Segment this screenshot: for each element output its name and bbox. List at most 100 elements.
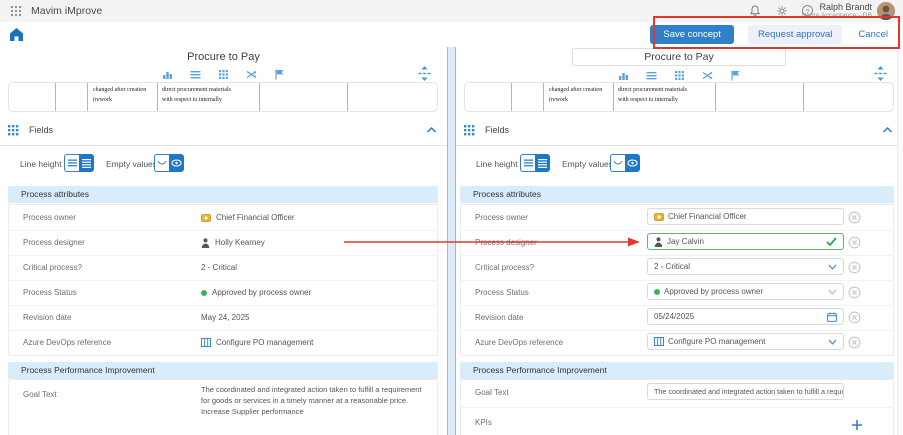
clear-field-icon[interactable] (848, 211, 861, 224)
field-value: Approved by process owner (212, 288, 312, 297)
cancel-button[interactable]: Cancel (858, 29, 888, 40)
azure-devops-select[interactable]: Configure PO management (647, 333, 844, 350)
description-lines-icon[interactable] (189, 68, 202, 81)
diagram-text-cell: changed after creation (rework (549, 87, 603, 103)
request-approval-button[interactable]: Request approval (747, 25, 843, 44)
chevron-down-icon[interactable] (828, 339, 837, 345)
status-green-dot (201, 289, 207, 296)
chart-icon[interactable] (161, 68, 174, 81)
save-concept-button[interactable]: Save concept (650, 25, 734, 44)
line-height-expanded-option[interactable] (535, 154, 550, 172)
process-owner-input[interactable]: Chief Financial Officer (647, 208, 844, 225)
grid-view-icon[interactable] (217, 68, 230, 81)
diagram-toolbar (0, 68, 447, 81)
chart-icon[interactable] (617, 69, 630, 82)
diagram-toolbar (456, 69, 903, 82)
process-designer-input[interactable]: Jay Calvin (647, 233, 844, 250)
revision-date-input[interactable]: 05/24/2025 (647, 308, 844, 325)
add-kpi-icon[interactable] (851, 419, 863, 431)
field-row-revision-date: Revision date 05/24/2025 (461, 305, 893, 331)
app-title: Mavim iMprove (31, 5, 103, 17)
collapse-chevron-icon[interactable] (426, 126, 437, 134)
role-badge-icon (654, 212, 664, 221)
divider-line (456, 145, 903, 146)
attributes-table: Process owner Chief Financial Officer Pr… (8, 204, 438, 356)
resize-drag-handle-icon[interactable] (874, 66, 887, 81)
goal-text-input[interactable]: The coordinated and integrated action ta… (647, 383, 844, 400)
clear-field-icon[interactable] (848, 261, 861, 274)
field-row-process-status: Process Status Approved by process owner (461, 280, 893, 306)
vertical-scrollbar[interactable] (897, 47, 903, 435)
clear-field-icon[interactable] (848, 336, 861, 349)
home-icon[interactable] (9, 27, 24, 42)
process-diagram-preview[interactable]: changed after creation (rework direct pr… (464, 82, 894, 112)
fields-section-header: Fields (8, 123, 439, 139)
line-height-expanded-option[interactable] (79, 154, 94, 172)
empty-values-visible-eye-icon[interactable] (625, 154, 640, 172)
field-row-goal-text: Goal Text The coordinated and integrated… (9, 380, 437, 435)
line-height-toggle[interactable] (64, 154, 94, 172)
calendar-icon[interactable] (827, 311, 837, 322)
process-title-input[interactable]: Procure to Pay (572, 48, 786, 66)
field-row-critical-process: Critical process? 2 - Critical (9, 255, 437, 281)
line-height-compact-option[interactable] (64, 154, 79, 172)
process-status-select[interactable]: Approved by process owner (647, 283, 844, 300)
fields-section-header: Fields (464, 123, 895, 139)
field-value: Holly Kearney (215, 238, 265, 247)
section-header-process-performance: Process Performance Improvement (460, 362, 894, 379)
empty-values-hidden-option[interactable] (610, 154, 625, 172)
chevron-down-icon[interactable] (828, 289, 837, 295)
relations-shuffle-icon[interactable] (701, 69, 714, 82)
app-launcher-grid-icon[interactable] (10, 5, 22, 17)
compare-panel-editable: Procure to Pay (456, 47, 903, 435)
field-row-azure-devops: Azure DevOps reference Configure PO mana… (23, 338, 314, 347)
empty-values-toggle[interactable] (154, 154, 184, 172)
board-icon (201, 338, 211, 347)
description-lines-icon[interactable] (645, 69, 658, 82)
relations-shuffle-icon[interactable] (245, 68, 258, 81)
user-name: Ralph Brandt (819, 2, 872, 12)
section-header-process-attributes: Process attributes (8, 186, 438, 203)
line-height-compact-option[interactable] (520, 154, 535, 172)
clear-field-icon[interactable] (848, 236, 861, 249)
flag-icon[interactable] (273, 68, 286, 81)
empty-values-hidden-option[interactable] (154, 154, 169, 172)
section-header-process-attributes: Process attributes (460, 186, 894, 203)
line-height-toggle[interactable] (520, 154, 550, 172)
user-avatar[interactable] (877, 2, 895, 20)
collapse-chevron-icon[interactable] (882, 126, 893, 134)
field-row-critical-process: Critical process? 2 - Critical (461, 255, 893, 281)
flag-icon[interactable] (729, 69, 742, 82)
line-height-label: Line height (20, 159, 62, 169)
person-icon (201, 237, 210, 248)
empty-values-visible-eye-icon[interactable] (169, 154, 184, 172)
clear-field-icon[interactable] (848, 286, 861, 299)
field-row-azure-devops: Azure DevOps reference Configure PO mana… (461, 330, 893, 355)
process-diagram-preview[interactable]: changed after creation (rework direct pr… (8, 82, 438, 112)
field-row-revision-date: Revision date May 24, 2025 (9, 305, 437, 331)
clear-field-icon[interactable] (848, 311, 861, 324)
process-title: Procure to Pay (187, 51, 260, 63)
empty-values-toggle[interactable] (610, 154, 640, 172)
field-value: 2 - Critical (201, 263, 238, 272)
grid-view-icon[interactable] (673, 69, 686, 82)
field-row-process-designer: Process designer Holly Kearney (9, 230, 437, 256)
person-icon (654, 236, 663, 247)
performance-table: Goal Text The coordinated and integrated… (8, 379, 438, 435)
goal-text-value: The coordinated and integrated action ta… (201, 385, 422, 416)
chevron-down-icon[interactable] (828, 264, 837, 270)
settings-gear-icon[interactable] (776, 5, 788, 17)
user-menu[interactable]: Ralph Brandt Nsure Acceptance - DB (762, 2, 872, 20)
critical-process-select[interactable]: 2 - Critical (647, 258, 844, 275)
panel-splitter[interactable] (447, 47, 456, 435)
field-row-goal-text: Goal Text The coordinated and integrated… (461, 380, 893, 408)
status-green-dot (654, 288, 660, 295)
diagram-text-cell: changed after creation (rework (93, 87, 147, 103)
performance-table: Goal Text The coordinated and integrated… (460, 379, 894, 435)
empty-values-label: Empty values (106, 159, 158, 169)
resize-drag-handle-icon[interactable] (418, 66, 431, 81)
notifications-bell-icon[interactable] (749, 5, 761, 17)
help-icon[interactable]: ? (802, 5, 813, 16)
field-value: Chief Financial Officer (216, 213, 295, 222)
